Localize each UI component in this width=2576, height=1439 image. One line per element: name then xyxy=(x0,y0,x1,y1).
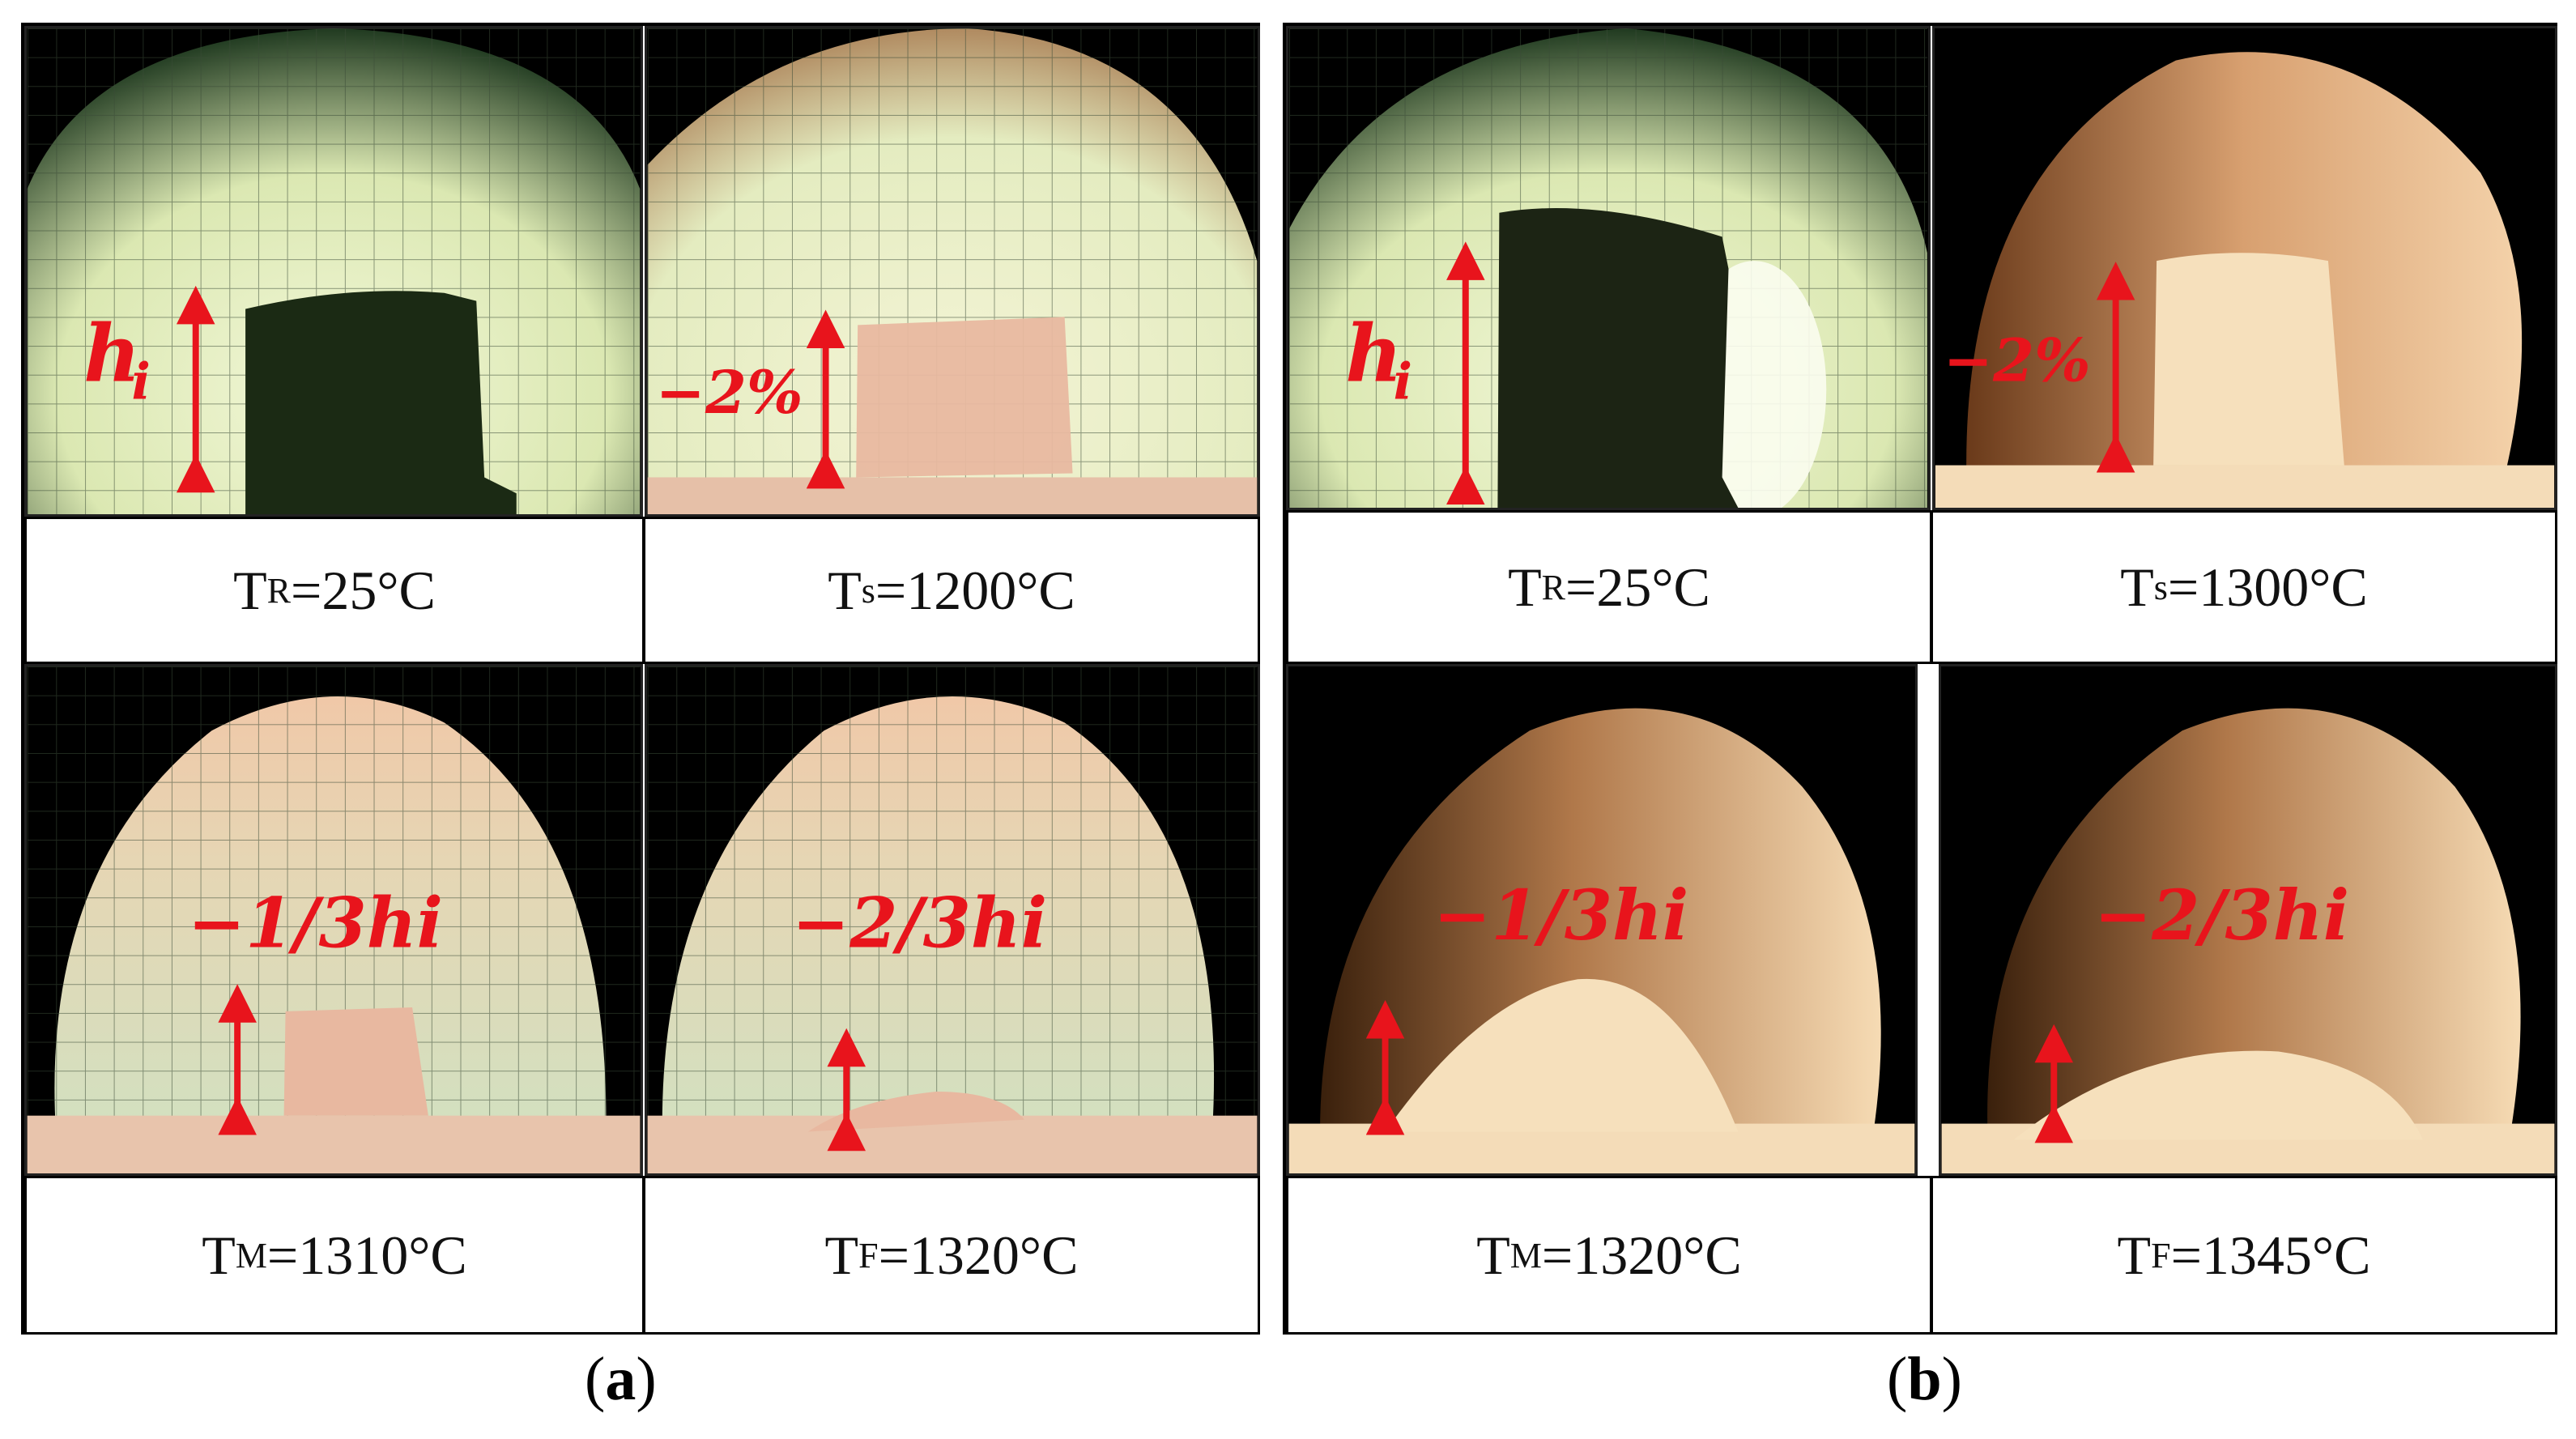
caption-b-letter: b xyxy=(1907,1345,1942,1413)
label-symbol: T xyxy=(202,1224,236,1286)
label-symbol: T xyxy=(2117,1224,2152,1286)
label-b-melting: T M =1320°C xyxy=(1286,1176,1932,1335)
caption-b: (b) xyxy=(1887,1345,1962,1413)
label-symbol: T xyxy=(2120,556,2154,618)
label-a-flow: T F =1320°C xyxy=(643,1176,1260,1335)
label-b-room-temp: T R =25°C xyxy=(1286,510,1932,664)
micrograph-b-flow-image: −2/3hi xyxy=(1941,666,2555,1173)
label-subscript: s xyxy=(861,570,875,611)
annotation-minus-one-third-hi: −1/3hi xyxy=(1433,875,1688,956)
label-subscript: s xyxy=(2153,567,2168,607)
micrograph-a-softening-image: −2% xyxy=(647,28,1258,514)
label-subscript: R xyxy=(1541,567,1565,607)
annotation-minus-2-percent: −2% xyxy=(1944,326,2091,396)
annotation-minus-2-percent: −2% xyxy=(656,358,803,428)
svg-text:i: i xyxy=(131,352,150,411)
micrograph-a-flow-image: −2/3hi xyxy=(647,666,1258,1173)
caption-a: (a) xyxy=(585,1345,657,1413)
label-symbol: T xyxy=(824,1224,859,1286)
label-symbol: T xyxy=(828,559,862,621)
label-subscript: M xyxy=(235,1235,267,1275)
label-symbol: T xyxy=(1508,556,1542,618)
label-subscript: F xyxy=(2151,1235,2171,1275)
label-value: =1300°C xyxy=(2167,556,2368,618)
label-symbol: T xyxy=(233,559,267,621)
label-value: =1320°C xyxy=(1541,1224,1742,1286)
annotation-minus-one-third-hi: −1/3hi xyxy=(188,883,443,964)
annotation-hi: h xyxy=(1345,308,1403,400)
micrograph-a-melting: −1/3hi xyxy=(24,664,643,1176)
micrograph-a-flow: −2/3hi xyxy=(645,664,1260,1176)
label-subscript: R xyxy=(266,570,291,611)
label-subscript: M xyxy=(1509,1235,1542,1275)
label-b-flow: T F =1345°C xyxy=(1931,1176,2557,1335)
micrograph-b-softening-image: −2% xyxy=(1935,28,2555,508)
label-value: =25°C xyxy=(1565,556,1710,618)
micrograph-b-room-temp: h i xyxy=(1286,26,1931,510)
label-a-melting: T M =1310°C xyxy=(24,1176,645,1335)
label-value: =1310°C xyxy=(266,1224,467,1286)
label-subscript: F xyxy=(858,1235,879,1275)
micrograph-b-flow: −2/3hi xyxy=(1939,664,2557,1176)
micrograph-b-softening: −2% xyxy=(1932,26,2557,510)
micrograph-b-room-temp-image: h i xyxy=(1288,28,1928,508)
label-value: =25°C xyxy=(291,559,436,621)
label-a-room-temp: T R =25°C xyxy=(24,517,645,664)
micrograph-b-melting: −1/3hi xyxy=(1286,664,1918,1176)
svg-text:i: i xyxy=(1394,352,1412,411)
label-symbol: T xyxy=(1476,1224,1510,1286)
label-value: =1345°C xyxy=(2170,1224,2371,1286)
label-value: =1200°C xyxy=(875,559,1075,621)
micrograph-b-melting-image: −1/3hi xyxy=(1288,666,1915,1173)
annotation-minus-two-thirds-hi: −2/3hi xyxy=(792,883,1047,964)
micrograph-a-softening: −2% xyxy=(645,26,1260,517)
micrograph-a-melting-image: −1/3hi xyxy=(27,666,641,1173)
label-value: =1320°C xyxy=(878,1224,1079,1286)
annotation-hi: h xyxy=(83,308,141,400)
annotation-minus-two-thirds-hi: −2/3hi xyxy=(2094,875,2349,956)
micrograph-a-room-temp-image: h i xyxy=(27,28,641,514)
caption-a-letter: a xyxy=(605,1345,637,1413)
micrograph-a-room-temp: h i xyxy=(24,26,643,517)
